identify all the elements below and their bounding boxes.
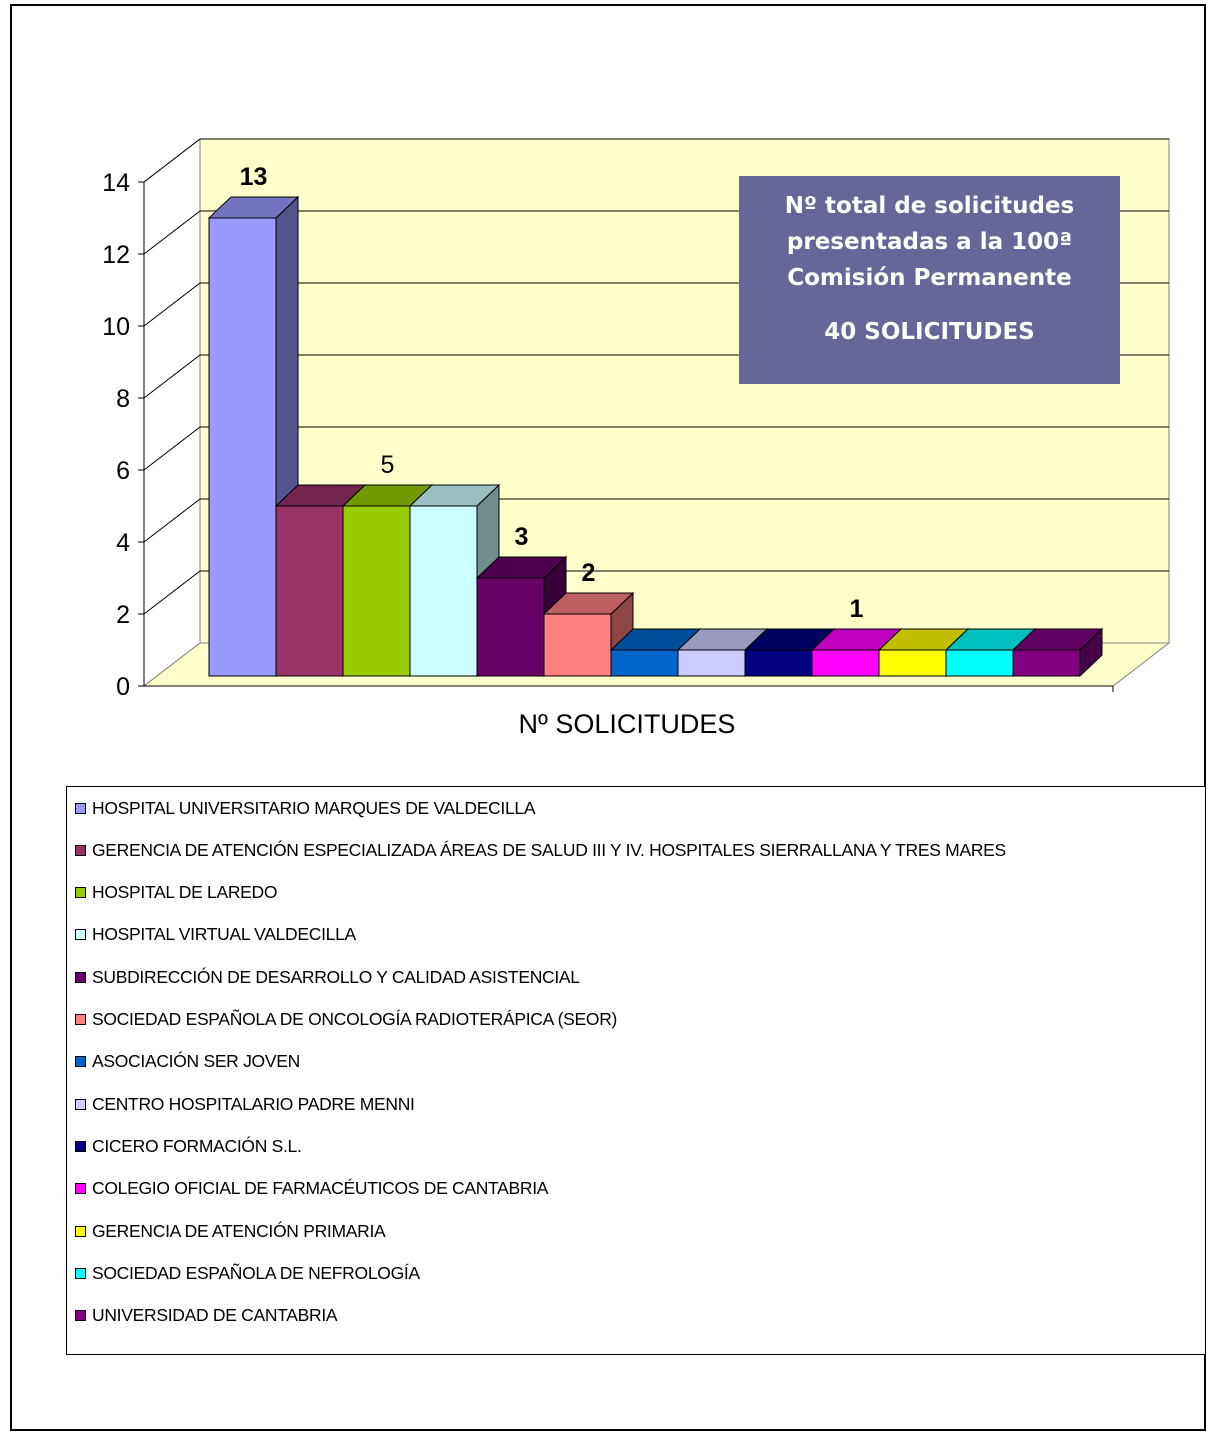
legend-item: CENTRO HOSPITALARIO PADRE MENNI [75,1092,415,1116]
legend-item: SOCIEDAD ESPAÑOLA DE NEFROLOGÍA [75,1261,420,1285]
total-callout: Nº total de solicitudes presentadas a la… [739,176,1120,384]
legend-label: GERENCIA DE ATENCIÓN PRIMARIA [92,1220,386,1241]
data-label: 3 [515,523,529,551]
y-tick-label: 14 [102,169,130,197]
y-tick-label: 6 [116,457,130,485]
legend-swatch [75,844,86,856]
legend-label: CICERO FORMACIÓN S.L. [92,1135,302,1156]
legend-swatch [75,1014,86,1025]
data-label: 1 [850,595,864,623]
y-tick-label: 4 [116,529,130,557]
gridline [143,138,1169,183]
legend-item: UNIVERSIDAD DE CANTABRIA [75,1304,338,1328]
legend-label: HOSPITAL VIRTUAL VALDECILLA [92,924,356,945]
legend-swatch [75,929,86,941]
bar-front [744,649,813,677]
bar-front [208,217,277,677]
legend-item: GERENCIA DE ATENCIÓN ESPECIALIZADA ÁREAS… [75,838,1006,862]
gridline [143,498,1169,543]
bar-front [409,505,478,677]
legend-label: HOSPITAL UNIVERSITARIO MARQUES DE VALDEC… [92,797,536,818]
bar-front [610,649,679,677]
legend-label: SOCIEDAD ESPAÑOLA DE ONCOLOGÍA RADIOTERÁ… [92,1009,618,1029]
legend-swatch [75,1310,86,1322]
side-wall [143,137,201,688]
y-tick-label: 8 [116,385,130,413]
bar-front [945,649,1014,677]
legend-item: HOSPITAL VIRTUAL VALDECILLA [75,923,356,947]
legend-label: SUBDIRECCIÓN DE DESARROLLO Y CALIDAD ASI… [92,966,580,987]
legend-label: ASOCIACIÓN SER JOVEN [92,1051,300,1072]
y-tick-label: 2 [116,601,130,629]
legend-item: SOCIEDAD ESPAÑOLA DE ONCOLOGÍA RADIOTERÁ… [75,1008,617,1032]
gridline [143,570,1169,615]
gridline [143,426,1169,471]
legend-swatch [75,802,86,814]
y-tick-label: 0 [116,673,130,701]
legend-item: HOSPITAL DE LAREDO [75,881,278,905]
legend-item: SUBDIRECCIÓN DE DESARROLLO Y CALIDAD ASI… [75,965,580,989]
legend-label: UNIVERSIDAD DE CANTABRIA [92,1305,338,1326]
callout-total: 40 SOLICITUDES [824,319,1035,345]
legend-swatch [75,887,86,899]
callout-line-2: presentadas a la 100ª [786,229,1073,255]
bar-front [275,505,344,677]
legend-swatch [75,1267,86,1279]
legend-label: COLEGIO OFICIAL DE FARMACÉUTICOS DE CANT… [92,1178,549,1199]
legend-label: GERENCIA DE ATENCIÓN ESPECIALIZADA ÁREAS… [92,839,1006,860]
legend-label: HOSPITAL DE LAREDO [92,882,278,903]
data-label: 5 [381,451,395,479]
legend-item: HOSPITAL UNIVERSITARIO MARQUES DE VALDEC… [75,796,536,820]
bar-front [476,577,545,677]
bar-front [878,649,947,677]
legend-swatch [75,1056,86,1068]
legend-item: COLEGIO OFICIAL DE FARMACÉUTICOS DE CANT… [75,1177,548,1201]
bar [475,555,568,678]
callout-line-3: Comisión Permanente [787,265,1072,291]
legend-item: GERENCIA DE ATENCIÓN PRIMARIA [75,1219,386,1243]
chart-legend: HOSPITAL UNIVERSITARIO MARQUES DE VALDEC… [66,786,1206,1355]
bar-front [1012,649,1081,677]
bar-front [677,649,746,677]
legend-swatch [75,971,86,983]
x-axis-title: Nº SOLICITUDES [519,709,736,739]
bar-front [543,613,612,677]
legend-label: CENTRO HOSPITALARIO PADRE MENNI [92,1093,415,1114]
callout-line-1: Nº total de solicitudes [784,193,1075,219]
y-tick-label: 10 [102,313,130,341]
legend-swatch [75,1183,86,1195]
data-label: 2 [582,559,596,587]
legend-item: CICERO FORMACIÓN S.L. [75,1134,302,1158]
legend-label: SOCIEDAD ESPAÑOLA DE NEFROLOGÍA [92,1262,420,1283]
data-label: 13 [240,163,268,191]
bar-chart-3d: 0 2 4 6 8 10 12 14 13 5 3 2 1 Nº SOLICITUDES [102,137,1171,739]
legend-swatch [75,1140,86,1152]
bar [1011,627,1104,678]
bar-front [811,649,880,677]
bar-front [342,505,411,677]
legend-item: ASOCIACIÓN SER JOVEN [75,1050,300,1074]
legend-swatch [75,1098,86,1110]
legend-swatch [75,1225,86,1237]
y-tick-label: 12 [102,241,130,269]
